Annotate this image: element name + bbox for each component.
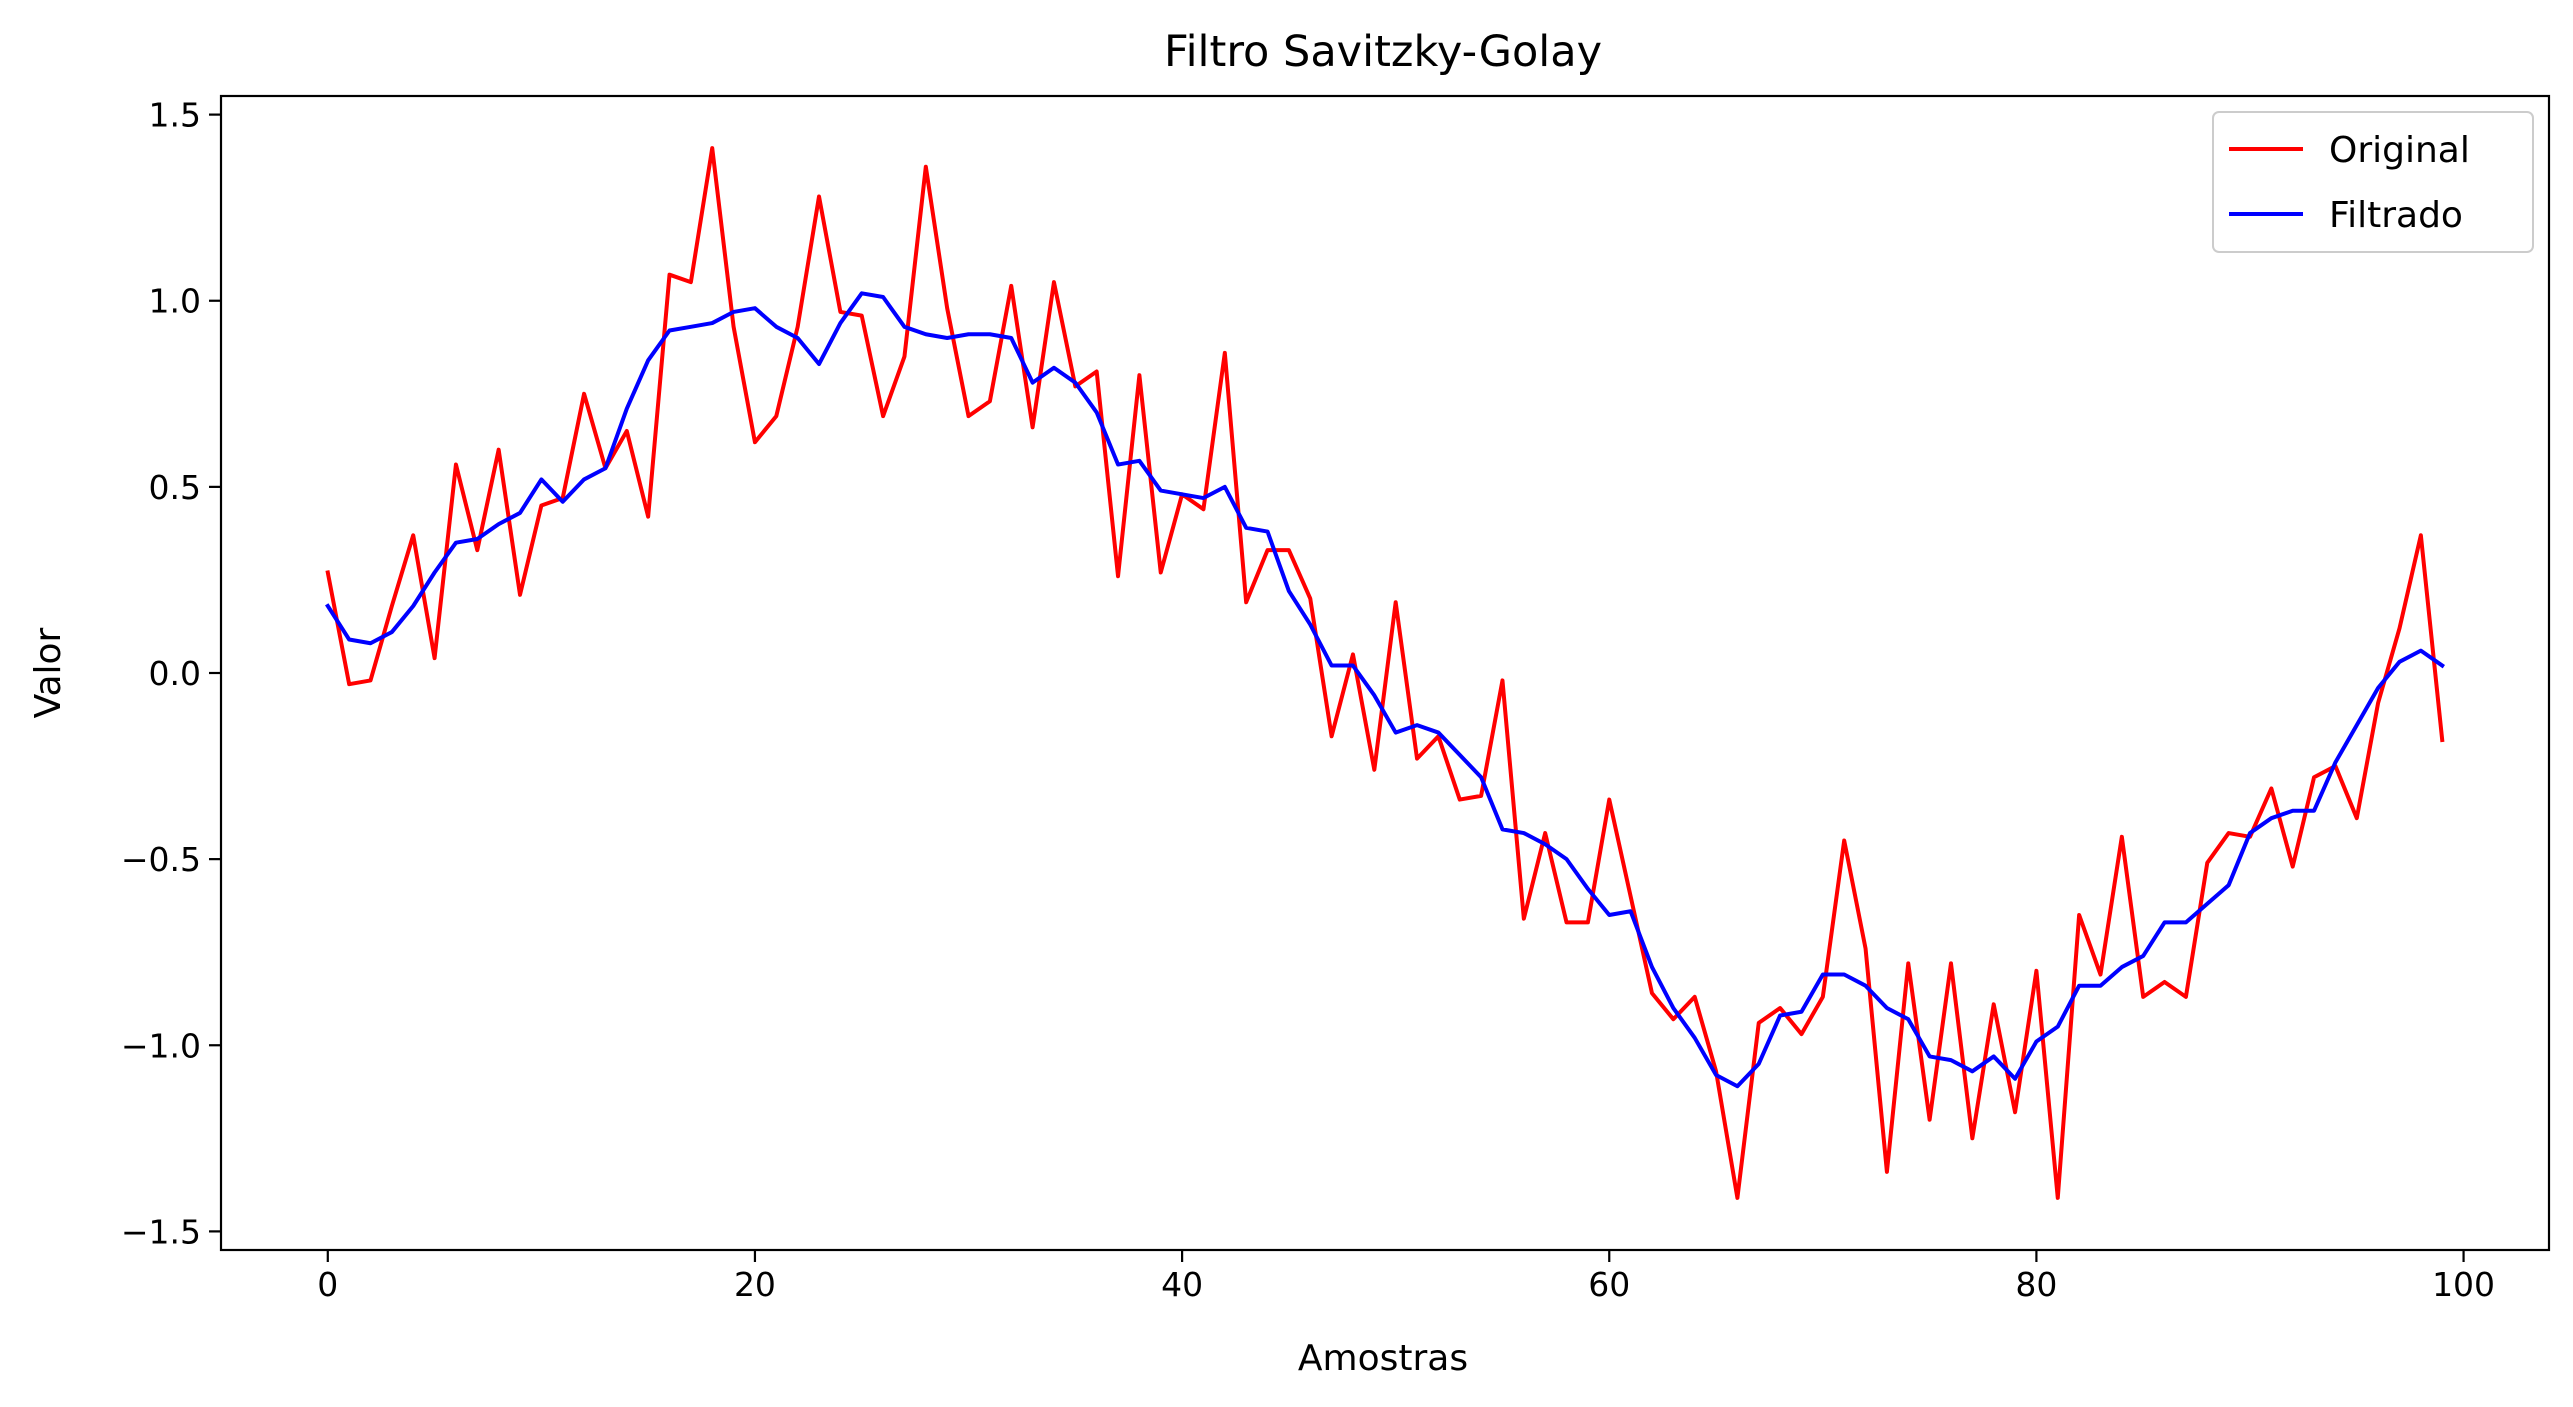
y-tick-label: −1.0 [121, 1026, 201, 1065]
series-line-filtrado [325, 291, 2445, 1089]
x-tick-label: 0 [317, 1265, 338, 1304]
y-axis: −1.5 −1.0 −0.5 0.0 0.5 1.0 1.5 [121, 96, 221, 1251]
y-tick-label: 0.5 [149, 468, 201, 507]
x-tick-label: 20 [734, 1265, 776, 1304]
y-tick-label: −1.5 [121, 1212, 201, 1251]
x-axis-label: Amostras [1298, 1338, 1468, 1379]
plot-lines [325, 146, 2445, 1200]
x-tick-label: 40 [1161, 1265, 1203, 1304]
x-tick-label: 60 [1588, 1265, 1630, 1304]
y-tick-label: 1.0 [149, 282, 201, 321]
legend-label-filtrado: Filtrado [2329, 195, 2463, 236]
y-tick-label: 0.0 [149, 654, 201, 693]
y-tick-label: −0.5 [121, 840, 201, 879]
x-tick-label: 80 [2015, 1265, 2057, 1304]
series-line-original [325, 146, 2445, 1200]
y-tick-label: 1.5 [149, 96, 201, 135]
legend-label-original: Original [2329, 130, 2470, 171]
x-tick-label: 100 [2432, 1265, 2495, 1304]
legend: Original Filtrado [2212, 111, 2534, 253]
y-axis-label: Valor [28, 627, 69, 718]
chart-title: Filtro Savitzky-Golay [1164, 27, 1602, 77]
x-axis: 0 20 40 60 80 100 [317, 1250, 2495, 1304]
